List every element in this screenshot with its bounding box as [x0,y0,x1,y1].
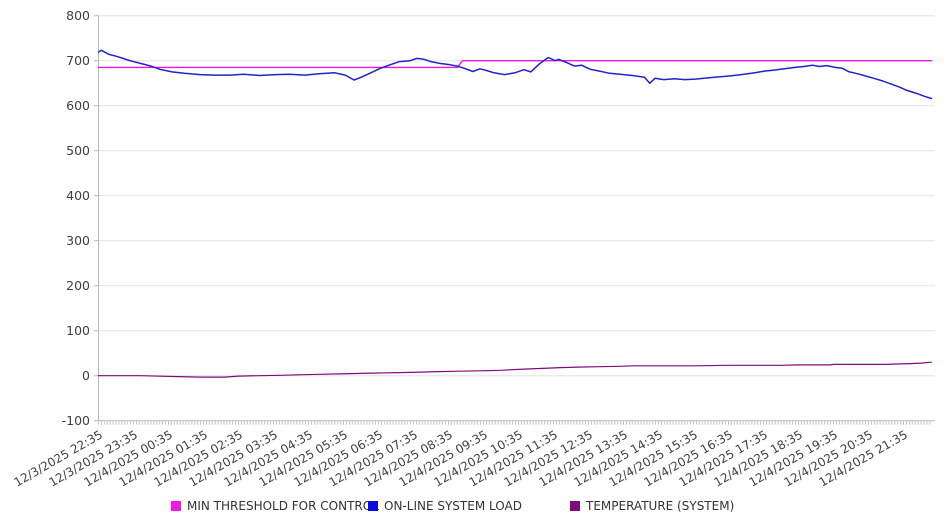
y-tick-label: 300 [66,233,90,248]
series-line-min-threshold-for-control [97,60,933,69]
y-tick-label: 100 [66,323,90,338]
legend-item-min-threshold: MIN THRESHOLD FOR CONTROL [171,499,379,513]
legend-label: TEMPERATURE (SYSTEM) [586,499,735,513]
legend: MIN THRESHOLD FOR CONTROL ON-LINE SYSTEM… [0,499,946,515]
legend-item-system-load: ON-LINE SYSTEM LOAD [368,499,522,513]
y-tick-label: -100 [62,413,90,428]
y-tick-label: 800 [66,8,90,23]
legend-item-temperature: TEMPERATURE (SYSTEM) [570,499,734,513]
y-tick-label: 700 [66,53,90,68]
gridlines [98,15,935,422]
y-tick-label: 200 [66,278,90,293]
legend-swatch-system-load [368,501,378,511]
y-tick-label: 600 [66,98,90,113]
y-tick-label: 0 [82,368,90,383]
legend-label: MIN THRESHOLD FOR CONTROL [187,499,379,513]
y-axis: -100 0 100 200 300 400 500 600 700 800 [62,8,99,428]
legend-label: ON-LINE SYSTEM LOAD [384,499,522,513]
legend-swatch-temperature [570,501,580,511]
y-tick-label: 400 [66,188,90,203]
legend-swatch-min-threshold [171,501,181,511]
y-tick-label: 500 [66,143,90,158]
x-minor-ticks [98,420,931,425]
plot-area: -100 0 100 200 300 400 500 600 700 800 12/3/2025 2… [11,8,935,490]
series-line-on-line-system-load [97,49,933,100]
series-line-temperature-system- [97,361,933,378]
